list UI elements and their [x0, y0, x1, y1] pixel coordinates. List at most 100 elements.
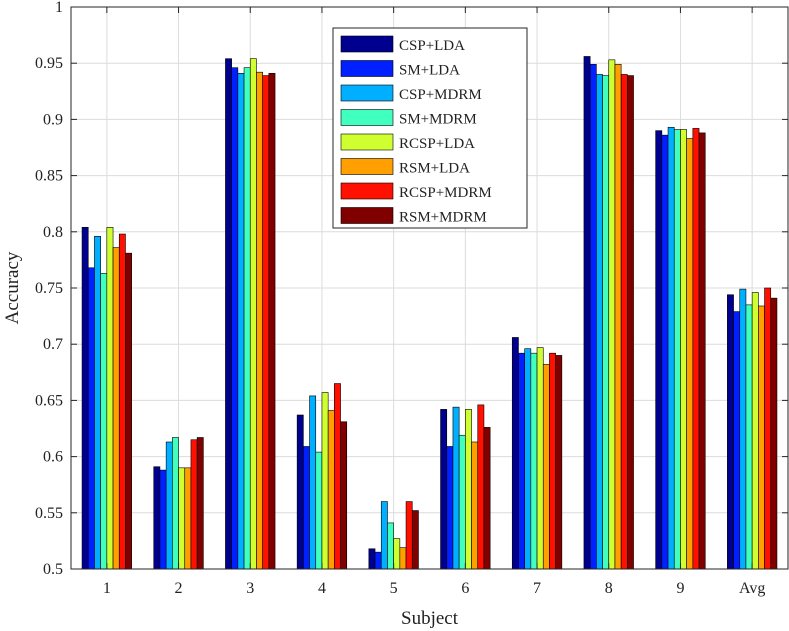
legend-label: RCSP+LDA — [399, 136, 475, 152]
bar — [589, 64, 597, 570]
bar — [446, 446, 454, 570]
bar — [237, 73, 245, 570]
legend: CSP+LDA SM+LDA CSP+MDRM SM+MDRM RCSP+LDA RSM+… — [332, 27, 528, 229]
bar — [125, 252, 132, 570]
bar — [458, 434, 466, 570]
y-tick-label: 0.9 — [43, 111, 63, 128]
bar — [374, 551, 382, 570]
bar — [393, 538, 401, 570]
bar — [81, 227, 89, 570]
y-tick-label: 0.95 — [35, 55, 63, 72]
bar — [184, 467, 192, 570]
bar — [555, 355, 563, 570]
bar — [471, 441, 479, 570]
bar — [524, 348, 532, 570]
y-tick-label: 0.8 — [43, 224, 63, 241]
bar — [380, 501, 388, 570]
x-axis-title: Subject — [401, 608, 459, 629]
bar — [530, 352, 538, 570]
legend-label: RSM+LDA — [399, 161, 470, 177]
bar — [405, 501, 413, 570]
bar — [745, 304, 753, 570]
bar — [153, 466, 161, 570]
legend-swatch — [340, 109, 394, 126]
bar — [680, 129, 687, 570]
x-tick-label: 9 — [676, 580, 684, 597]
bar — [231, 67, 239, 570]
bar — [727, 294, 734, 570]
legend-label: SM+MDRM — [399, 112, 477, 128]
bar — [315, 451, 323, 570]
axis-ticks: 0.5 0.55 0.6 0.65 0.7 0.75 0.8 0.85 0.9 0.95 1 1 2 3 4… — [35, 0, 788, 597]
y-tick-label: 0.7 — [43, 336, 63, 353]
x-tick-label: Avg — [739, 580, 765, 597]
bar — [411, 510, 419, 570]
x-tick-label: 1 — [103, 580, 111, 597]
y-tick-label: 1 — [55, 0, 63, 16]
bar — [112, 247, 120, 570]
bar — [583, 56, 591, 570]
bar — [196, 437, 204, 570]
bar — [190, 439, 198, 570]
legend-swatch — [340, 182, 394, 200]
bar — [542, 364, 550, 570]
bar — [477, 404, 485, 570]
bar — [178, 467, 186, 570]
x-tick-label: 5 — [390, 580, 398, 597]
y-tick-label: 0.5 — [43, 561, 63, 578]
bar — [256, 71, 263, 570]
y-tick-label: 0.75 — [35, 280, 63, 297]
legend-label: RSM+MDRM — [399, 210, 487, 226]
bar — [225, 58, 232, 570]
y-tick-label: 0.6 — [43, 449, 63, 466]
bar — [243, 67, 251, 570]
bar — [165, 441, 173, 570]
bar — [100, 273, 108, 570]
bar — [518, 352, 525, 570]
bar — [733, 311, 741, 570]
bar — [614, 64, 622, 570]
bar — [667, 126, 675, 570]
bar — [698, 132, 706, 570]
y-tick-label: 0.85 — [35, 168, 63, 185]
bar — [303, 446, 310, 570]
bar — [268, 73, 276, 570]
y-tick-label: 0.55 — [35, 505, 63, 522]
legend-swatch — [340, 60, 394, 77]
bar — [334, 383, 341, 570]
bar — [596, 74, 603, 570]
bar — [627, 75, 634, 570]
bar — [172, 437, 179, 570]
x-tick-label: 3 — [246, 580, 254, 597]
bar — [686, 138, 694, 570]
legend-swatch — [340, 84, 394, 102]
bar — [465, 409, 472, 570]
legend-swatch — [340, 158, 394, 175]
bar — [159, 469, 167, 570]
bar — [87, 267, 95, 570]
y-tick-label: 0.65 — [35, 392, 63, 409]
x-tick-label: 7 — [533, 580, 541, 597]
bar — [399, 547, 407, 570]
bar — [118, 233, 126, 570]
bar — [620, 74, 628, 570]
bar — [106, 227, 114, 570]
bar — [483, 427, 491, 570]
bar — [608, 59, 616, 570]
legend-label: RCSP+MDRM — [399, 185, 492, 201]
bar — [452, 406, 460, 570]
bar — [758, 305, 765, 570]
legend-label: SM+LDA — [399, 63, 460, 79]
bar — [327, 410, 335, 570]
bar — [692, 128, 700, 570]
bar — [262, 75, 270, 570]
bar — [309, 395, 317, 570]
bar — [661, 134, 669, 570]
bar — [94, 236, 101, 570]
bar — [440, 409, 448, 570]
bar — [751, 292, 759, 570]
legend-swatch — [340, 35, 394, 53]
bar — [739, 288, 747, 570]
x-tick-label: 2 — [175, 580, 183, 597]
